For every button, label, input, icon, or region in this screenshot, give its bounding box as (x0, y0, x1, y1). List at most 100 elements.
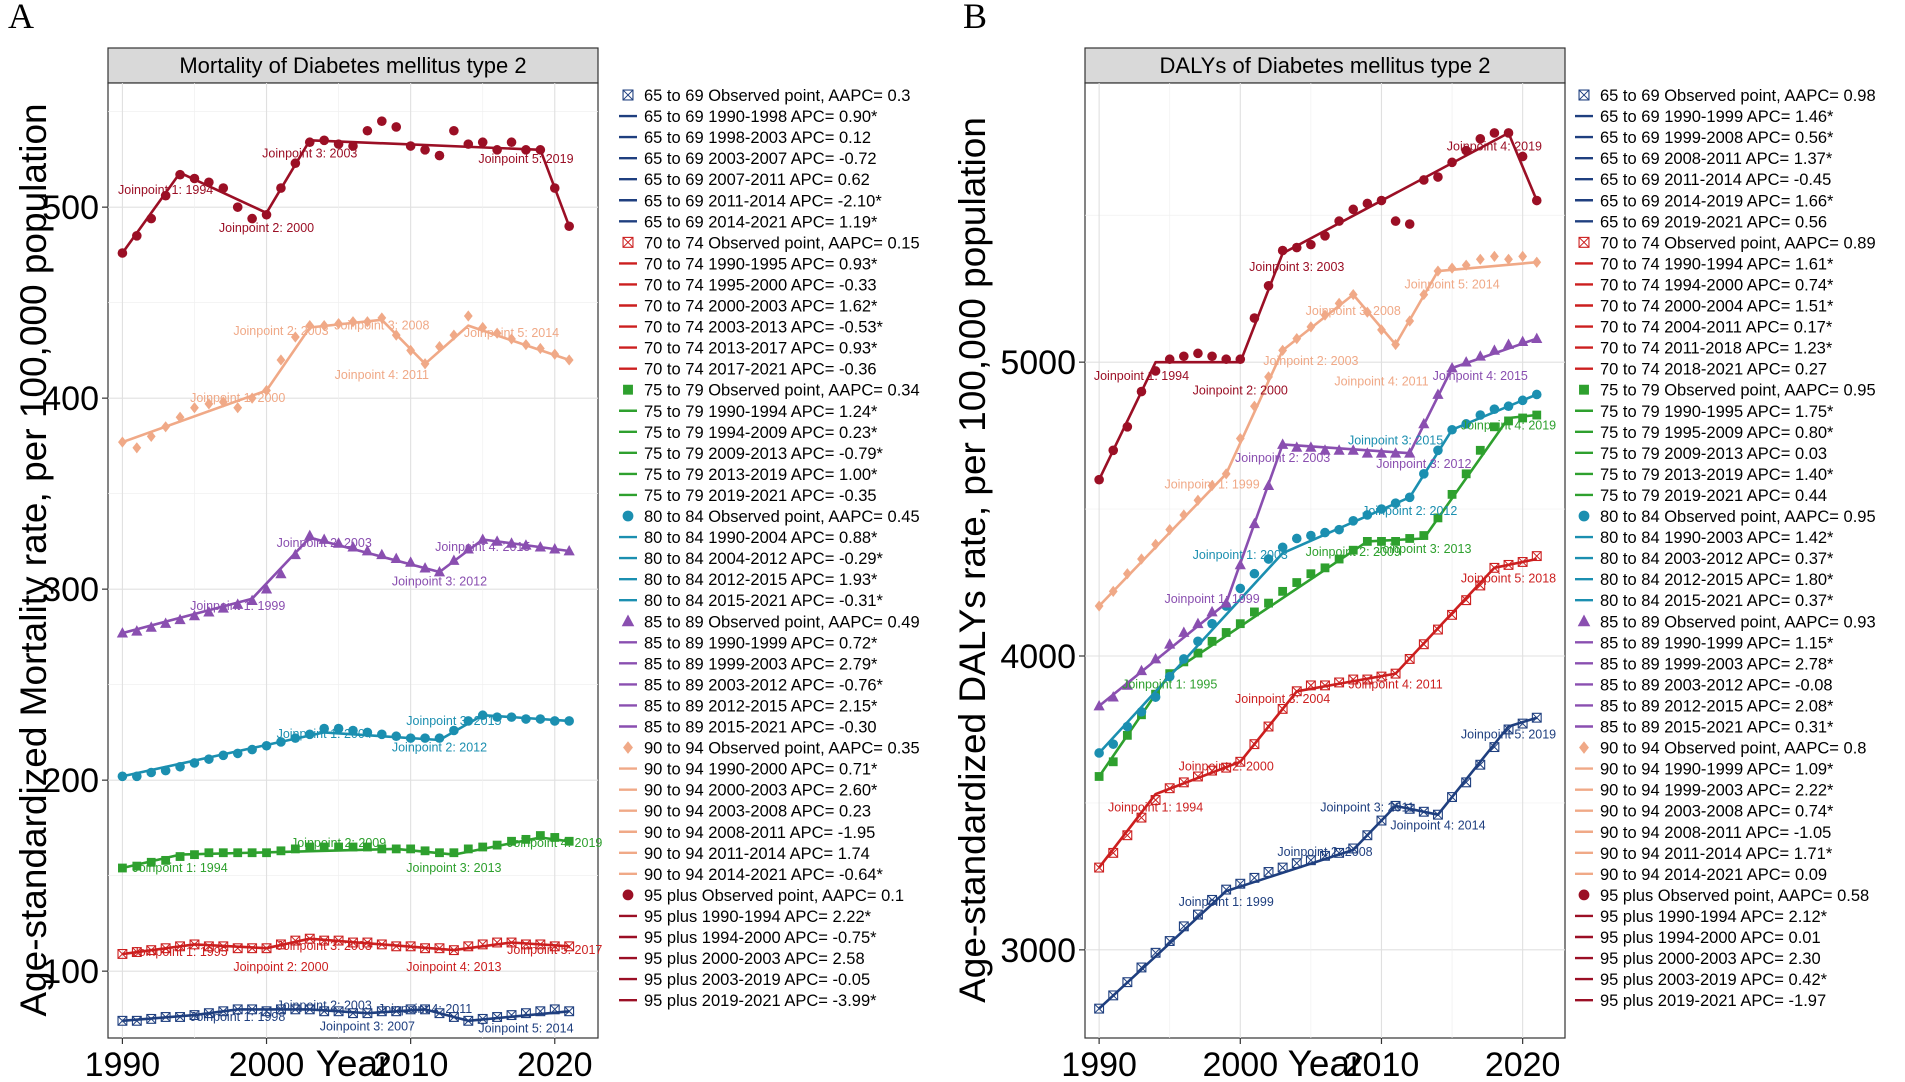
legend-item: 65 to 69 2011-2014 APC= -2.10* (619, 192, 882, 210)
legend-label: 90 to 94 2014-2021 APC= 0.09 (1600, 866, 1827, 884)
observed-point (1377, 537, 1386, 546)
observed-point (333, 935, 344, 946)
legend-label: 95 plus 2003-2019 APC= 0.42* (1600, 971, 1828, 989)
observed-point (1390, 216, 1401, 226)
x-tick-label: 1990 (1061, 1046, 1137, 1082)
observed-point (1122, 568, 1132, 580)
joinpoint-label: Joinpoint 2: 2003 (277, 536, 372, 550)
observed-point (1432, 809, 1443, 820)
observed-point (549, 543, 561, 554)
legend-item: 70 to 74 2017-2021 APC= -0.36 (619, 361, 877, 379)
observed-point (1320, 850, 1330, 861)
observed-point (420, 145, 430, 155)
observed-point (333, 139, 344, 149)
observed-point (1121, 679, 1133, 690)
observed-point (1137, 553, 1146, 565)
observed-point (448, 945, 459, 956)
legend-label: 70 to 74 1990-1995 APC= 0.93* (644, 255, 878, 273)
observed-point (549, 716, 560, 726)
observed-point (175, 852, 185, 861)
observed-point (1291, 441, 1303, 452)
legend-item: 90 to 94 2003-2008 APC= 0.23 (619, 803, 871, 821)
observed-point (175, 1012, 186, 1022)
observed-point (1320, 680, 1330, 691)
observed-point (549, 941, 560, 952)
legend-item: 85 to 89 2015-2021 APC= -0.30 (619, 719, 877, 737)
observed-point (492, 1012, 503, 1022)
legend-marker-key (1579, 741, 1589, 754)
observed-point (1475, 580, 1486, 591)
observed-point (1277, 245, 1288, 256)
legend-item: 95 plus 2000-2003 APC= 2.30 (1575, 950, 1821, 968)
observed-point (1475, 134, 1486, 144)
joinpoint-label: Joinpoint 5: 2018 (1461, 572, 1556, 586)
observed-point (492, 145, 502, 155)
observed-point (247, 744, 257, 755)
legend-marker-key (623, 384, 633, 395)
fitted-trend-line (121, 139, 571, 254)
observed-point (319, 1006, 330, 1017)
joinpoint-label: Joinpoint 1: 1999 (1164, 592, 1259, 606)
joinpoint-label: Joinpoint 4: 2011 (1348, 677, 1442, 691)
series-90-to-94 (1094, 250, 1542, 612)
legend-label: 75 to 79 2009-2013 APC= -0.79* (644, 445, 884, 463)
observed-point (492, 327, 502, 339)
joinpoint-label: Joinpoint 3: 2011 (1320, 801, 1414, 815)
joinpoint-label: Joinpoint 5: 2014 (464, 326, 559, 340)
observed-point (1502, 338, 1515, 349)
observed-point (348, 1008, 358, 1019)
legend-item: 95 plus 1994-2000 APC= -0.75* (619, 929, 877, 947)
y-tick-label: 100 (42, 953, 99, 991)
joinpoint-label: Joinpoint 3: 2012 (392, 574, 487, 588)
observed-point (434, 150, 445, 161)
legend-item: 75 to 79 2019-2021 APC= -0.35 (619, 487, 877, 505)
observed-point (160, 190, 171, 201)
observed-point (1207, 351, 1217, 362)
legend-item: 80 to 84 1990-2003 APC= 1.42* (1575, 529, 1834, 547)
joinpoint-label: Joinpoint 1: 2004 (277, 727, 372, 741)
observed-point (1249, 568, 1260, 579)
observed-point (1461, 595, 1472, 606)
observed-point (376, 548, 388, 560)
series-85-to-89 (1093, 332, 1543, 711)
observed-point (1094, 1003, 1105, 1014)
joinpoint-label: Joinpoint 4: 2015 (1433, 369, 1528, 383)
observed-point (1447, 489, 1457, 499)
x-tick-label: 2010 (373, 1046, 449, 1082)
joinpoint-label: Joinpoint 1: 2000 (190, 391, 285, 405)
observed-point (361, 544, 374, 556)
observed-point (1489, 404, 1500, 414)
observed-point (1334, 677, 1345, 688)
legend-marker-key (622, 89, 634, 101)
observed-point (506, 937, 517, 948)
observed-point (1221, 884, 1232, 895)
legend-label: 80 to 84 Observed point, AAPC= 0.45 (644, 508, 920, 526)
observed-point (116, 627, 129, 638)
observed-point (1531, 712, 1542, 723)
joinpoint-label: Joinpoint 4: 2011 (335, 368, 429, 382)
observed-point (160, 765, 171, 776)
observed-point (160, 617, 172, 628)
observed-point (1235, 354, 1246, 365)
observed-point (319, 135, 329, 146)
observed-point (449, 125, 459, 136)
observed-point (1390, 668, 1401, 679)
legend-label: 95 plus 2000-2003 APC= 2.30 (1600, 950, 1821, 968)
observed-point (491, 535, 503, 546)
legend-item: 75 to 79 2019-2021 APC= 0.44 (1575, 487, 1827, 505)
legend-item: 70 to 74 2004-2011 APC= 0.17* (1575, 319, 1833, 337)
observed-point (492, 712, 502, 722)
legend-item: 80 to 84 2004-2012 APC= -0.29* (619, 550, 884, 568)
legend-marker-key (622, 510, 634, 522)
joinpoint-label: Joinpoint 2: 2003 (1235, 451, 1330, 465)
observed-point (1122, 977, 1133, 988)
observed-point (507, 333, 516, 345)
joinpoint-label: Joinpoint 3: 2007 (320, 1019, 415, 1033)
legend-label: 80 to 84 Observed point, AAPC= 0.95 (1600, 508, 1876, 526)
legend-label: 65 to 69 2014-2021 APC= 1.19* (644, 213, 878, 231)
legend-item: 75 to 79 2009-2013 APC= -0.79* (619, 445, 884, 463)
observed-point (262, 848, 271, 858)
observed-point (1178, 777, 1189, 788)
observed-point (1433, 265, 1443, 277)
